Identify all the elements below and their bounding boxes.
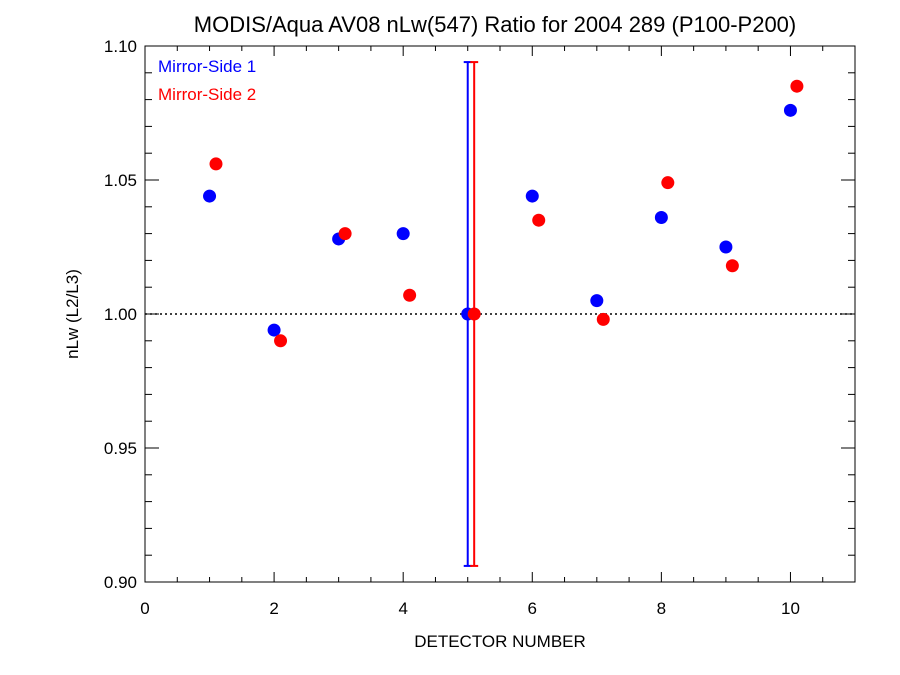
y-tick-label: 1.00 bbox=[104, 305, 137, 324]
data-point-series-2 bbox=[467, 307, 481, 321]
data-point-series-1 bbox=[525, 189, 539, 203]
data-point-series-2 bbox=[274, 334, 288, 348]
chart-title: MODIS/Aqua AV08 nLw(547) Ratio for 2004 … bbox=[194, 12, 797, 37]
data-point-series-1 bbox=[203, 189, 217, 203]
data-point-series-2 bbox=[790, 79, 804, 93]
data-point-series-1 bbox=[590, 294, 604, 308]
legend-mirror-side-2: Mirror-Side 2 bbox=[158, 85, 256, 104]
data-point-series-1 bbox=[783, 103, 797, 117]
data-point-series-2 bbox=[661, 176, 675, 190]
data-point-series-2 bbox=[596, 312, 610, 326]
data-point-series-2 bbox=[725, 259, 739, 273]
x-tick-label: 2 bbox=[269, 599, 278, 618]
y-axis-label: nLw (L2/L3) bbox=[63, 269, 82, 359]
x-tick-label: 4 bbox=[398, 599, 407, 618]
y-tick-label: 1.05 bbox=[104, 171, 137, 190]
data-point-series-2 bbox=[209, 157, 223, 171]
axis-ticks: 0 2 4 6 8 10 0.90 0.95 1.00 1.05 1.10 bbox=[104, 37, 856, 618]
x-axis-label: DETECTOR NUMBER bbox=[414, 632, 586, 651]
x-tick-label: 6 bbox=[528, 599, 537, 618]
x-tick-label: 10 bbox=[781, 599, 800, 618]
x-tick-label: 0 bbox=[140, 599, 149, 618]
data-marks bbox=[203, 61, 804, 567]
x-tick-label: 8 bbox=[657, 599, 666, 618]
data-point-series-2 bbox=[532, 213, 546, 227]
data-point-series-1 bbox=[654, 211, 668, 225]
data-point-series-1 bbox=[719, 240, 733, 254]
y-tick-label: 1.10 bbox=[104, 37, 137, 56]
legend-mirror-side-1: Mirror-Side 1 bbox=[158, 57, 256, 76]
y-tick-label: 0.95 bbox=[104, 439, 137, 458]
data-point-series-1 bbox=[396, 227, 410, 241]
data-point-series-1 bbox=[267, 323, 281, 337]
data-point-series-2 bbox=[338, 227, 352, 241]
y-tick-label: 0.90 bbox=[104, 573, 137, 592]
data-point-series-2 bbox=[403, 288, 417, 302]
